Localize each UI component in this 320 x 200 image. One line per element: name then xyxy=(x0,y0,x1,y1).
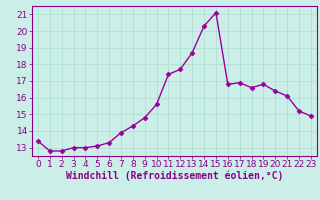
X-axis label: Windchill (Refroidissement éolien,°C): Windchill (Refroidissement éolien,°C) xyxy=(66,171,283,181)
